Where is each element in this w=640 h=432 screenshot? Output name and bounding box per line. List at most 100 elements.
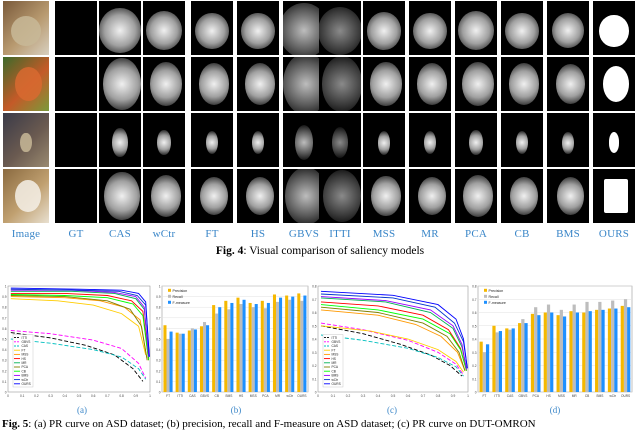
y-tick-label: 0.2 (2, 369, 7, 373)
bar-f-measure (562, 316, 567, 392)
subfigure-label-c: (c) (387, 405, 397, 415)
saliency-cell-bms-row3 (547, 113, 589, 167)
x-category-label: OURS (621, 394, 630, 398)
saliency-region (371, 175, 401, 217)
saliency-cell-hs-row4 (237, 169, 279, 223)
bar-f-measure (279, 297, 283, 392)
bar-f-measure (511, 328, 515, 392)
subfigure-label-d: (d) (549, 405, 561, 415)
x-tick-label: 0.5 (77, 394, 82, 398)
legend-label: ITTI (22, 336, 28, 340)
legend-label: PCA (332, 365, 339, 369)
column-label-pca: PCA (465, 228, 487, 240)
bar-recall (572, 304, 576, 392)
x-tick-label: 0.2 (34, 394, 39, 398)
column-label-image: Image (11, 228, 41, 240)
y-tick-label: 0.5 (472, 324, 477, 328)
series-line-ours (320, 290, 468, 369)
series-line-cas (10, 338, 147, 380)
bar-recall (166, 339, 170, 392)
saliency-cell-cb-row4 (501, 169, 543, 223)
x-tick-label: 1 (467, 394, 469, 398)
x-tick-label: 0.8 (119, 394, 124, 398)
bar-recall (495, 332, 499, 392)
x-category-label: ITTI (177, 394, 183, 398)
legend-label: Precision (173, 289, 188, 293)
saliency-region (195, 12, 229, 49)
series-line-itti (10, 332, 144, 382)
bar-recall (611, 300, 615, 392)
saliency-region (509, 176, 539, 216)
x-tick-label: 0.3 (361, 394, 366, 398)
bar-precision (518, 323, 522, 392)
saliency-cell-gt-row2 (55, 57, 97, 111)
saliency-region (603, 178, 629, 213)
x-category-label: OURS (297, 394, 306, 398)
series-line-bms (320, 296, 467, 370)
saliency-cell-cas-row1 (99, 1, 141, 55)
photo-subject (10, 15, 42, 46)
bar-precision (224, 300, 228, 392)
x-category-label: MSS (250, 394, 257, 398)
bar-precision (285, 295, 289, 392)
series-line-gbvs (10, 330, 147, 379)
legend-label: OURS (22, 382, 31, 386)
saliency-cell-gt-row3 (55, 113, 97, 167)
bar-recall (288, 299, 292, 392)
bar-precision (505, 328, 509, 392)
x-tick-label: 0.6 (406, 394, 411, 398)
saliency-cell-wctr-row4 (143, 169, 185, 223)
column-label-cas: CAS (109, 228, 131, 240)
legend-swatch (168, 300, 171, 304)
y-tick-label: 0.2 (312, 364, 317, 368)
bar-recall (559, 309, 563, 392)
saliency-region (284, 169, 325, 223)
saliency-cell-image-row1 (3, 1, 49, 55)
y-tick-label: 0.6 (156, 327, 161, 331)
bar-precision (620, 305, 624, 392)
legend-label: FT (332, 348, 336, 352)
bar-precision (236, 297, 240, 392)
x-tick-label: 0.2 (346, 394, 351, 398)
y-tick-label: 0.6 (312, 311, 317, 315)
column-label-mr: MR (421, 228, 439, 240)
bar-precision (212, 305, 216, 392)
series-line-hs (10, 292, 150, 361)
saliency-region (608, 132, 620, 153)
figure4-caption: Fig. 4: Visual comparison of saliency mo… (0, 245, 640, 257)
saliency-cell-mr-row1 (409, 1, 451, 55)
y-tick-label: 0.8 (156, 306, 161, 310)
saliency-region (370, 62, 402, 106)
saliency-region (99, 8, 141, 54)
saliency-region (244, 63, 276, 105)
saliency-region (469, 130, 483, 156)
x-category-label: HS (546, 394, 550, 398)
saliency-cell-ft-row3 (191, 113, 233, 167)
legend-label: MSS (332, 353, 339, 357)
column-label-cb: CB (514, 228, 530, 240)
saliency-region (198, 63, 230, 105)
bar-precision (297, 293, 301, 392)
subfigure-label-a: (a) (77, 405, 87, 415)
bar-recall (300, 300, 304, 392)
figure5-caption: Fig. 5: (a) PR curve on ASD dataset; (b)… (2, 418, 640, 430)
y-tick-label: 0.2 (156, 369, 161, 373)
bar-precision (569, 311, 573, 392)
legend-label: BMS (332, 374, 339, 378)
saliency-region (366, 11, 402, 50)
saliency-cell-bms-row4 (547, 169, 589, 223)
series-line-gbvs (320, 322, 464, 376)
legend-label: F-measure (489, 301, 506, 305)
legend-box (12, 334, 34, 388)
photo-subject (14, 66, 43, 102)
legend-label: HS (332, 357, 336, 361)
saliency-region (505, 12, 539, 49)
legend-label: MR (22, 361, 28, 365)
saliency-region (552, 13, 584, 49)
x-category-label: wCtr (609, 394, 616, 398)
legend-label: OURS (332, 382, 341, 386)
x-tick-label: 0.9 (134, 394, 139, 398)
saliency-region (331, 127, 349, 159)
saliency-cell-wctr-row3 (143, 113, 185, 167)
saliency-cell-wctr-row1 (143, 1, 185, 55)
